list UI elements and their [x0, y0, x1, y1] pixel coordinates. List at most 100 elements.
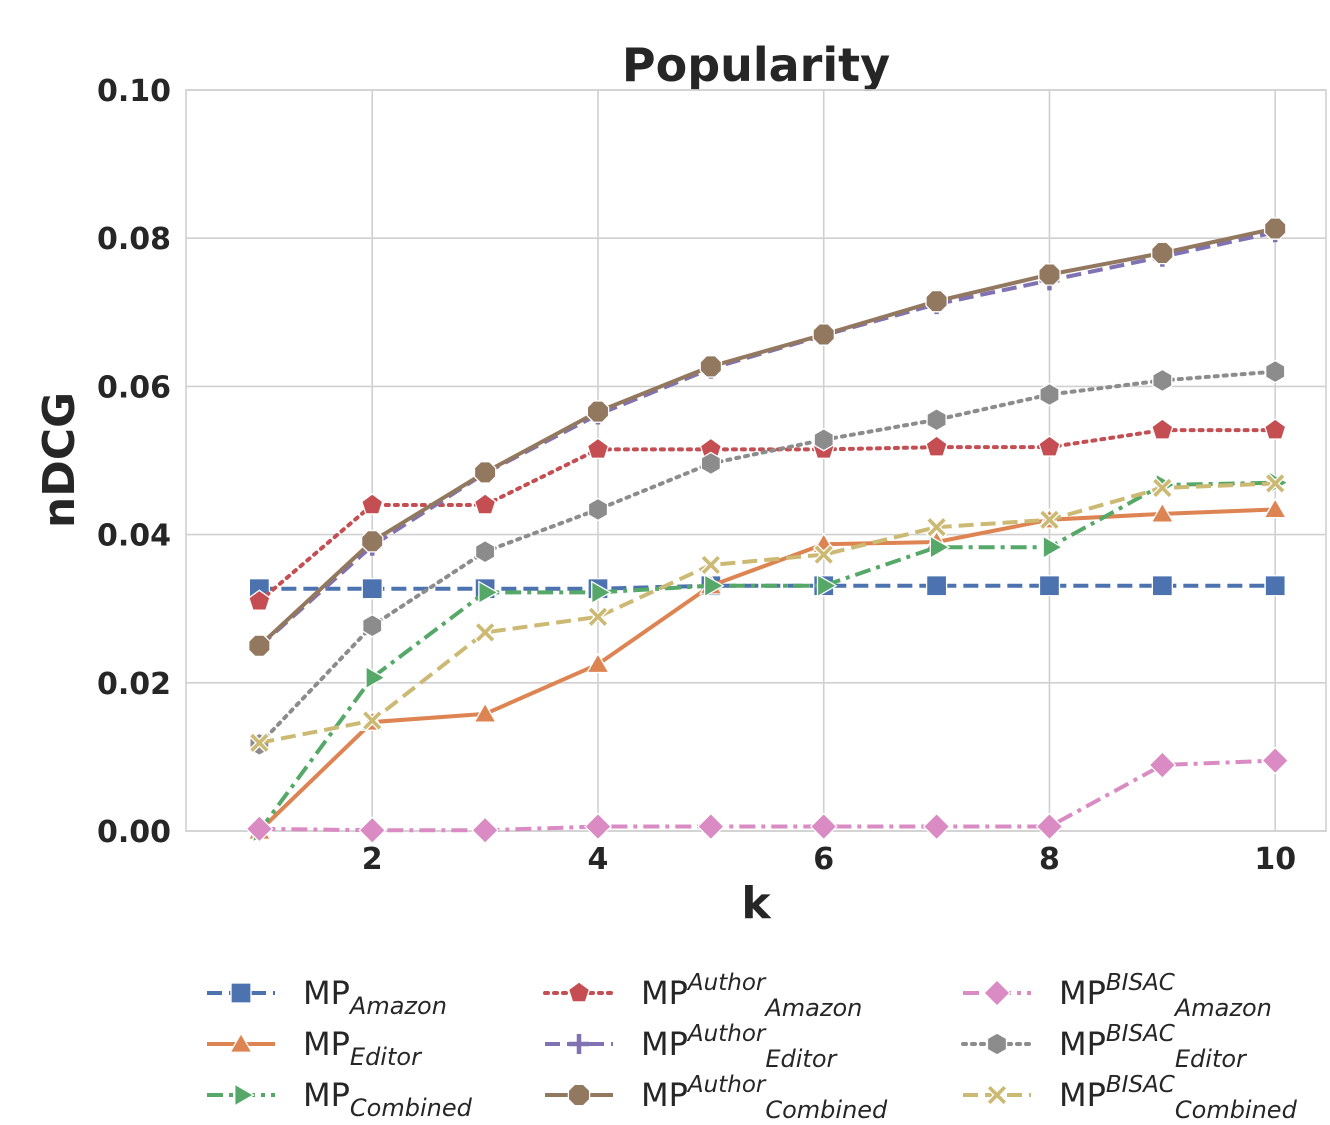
data-point [586, 652, 610, 674]
series-line [257, 428, 1278, 604]
series-layer [245, 217, 1290, 845]
series-line [257, 480, 1276, 833]
data-point [474, 539, 496, 564]
data-point [1265, 359, 1286, 384]
data-point [584, 812, 612, 841]
data-point [812, 543, 835, 566]
legend-marker [230, 982, 252, 1004]
data-point [248, 589, 271, 611]
data-point [473, 493, 497, 515]
legend-item: MPBISACAmazon [963, 970, 1272, 1022]
data-point [925, 435, 948, 457]
data-point [1152, 368, 1173, 393]
y-axis-label: nDCG [34, 392, 85, 528]
data-point [925, 575, 948, 597]
legend-marker [234, 1083, 255, 1107]
data-point [1038, 435, 1061, 457]
series-line [259, 758, 1276, 833]
legend-label: MPAuthorCombined [641, 1072, 888, 1124]
data-point [1038, 575, 1061, 597]
data-point [360, 529, 384, 553]
grid [186, 89, 1326, 832]
data-point [1035, 812, 1064, 841]
data-point [361, 578, 383, 600]
y-tick-label: 0.00 [97, 815, 171, 850]
data-point [925, 289, 948, 313]
x-axis-label: k [741, 878, 772, 929]
data-point [925, 516, 948, 539]
x-tick-label: 2 [362, 842, 383, 877]
data-point [473, 702, 498, 723]
data-point [1150, 502, 1175, 523]
series-line [257, 369, 1278, 747]
data-point [922, 812, 951, 841]
y-tick-label: 0.08 [97, 222, 171, 257]
series-combined-author [248, 217, 1287, 658]
y-tick-label: 0.06 [97, 370, 171, 405]
data-point [1151, 477, 1174, 499]
data-point [809, 812, 838, 841]
data-point [587, 605, 609, 628]
data-point [362, 613, 383, 638]
legend-marker [983, 979, 1011, 1007]
data-point [365, 665, 387, 690]
legend-label: MPBISACEditor [1059, 1021, 1248, 1073]
legend-item: MPBISACEditor [961, 1021, 1248, 1073]
legend-marker [567, 981, 591, 1003]
series-combined-bisac [248, 472, 1287, 754]
data-point [478, 580, 499, 605]
legend-marker [569, 1034, 589, 1054]
legend-marker [229, 1032, 253, 1053]
data-point [473, 461, 497, 484]
data-point [1263, 497, 1288, 519]
data-point [471, 816, 500, 845]
data-point [813, 427, 834, 452]
x-tick-label: 4 [588, 842, 609, 877]
legend-label: MPEditor [303, 1025, 423, 1071]
data-point [816, 573, 838, 598]
data-point [1261, 746, 1290, 775]
data-point [1042, 535, 1064, 560]
data-point [696, 812, 725, 841]
x-tick-label: 8 [1039, 842, 1060, 877]
legend-label: MPAuthorAmazon [641, 970, 862, 1022]
data-point [1039, 382, 1060, 407]
data-point [1151, 418, 1174, 440]
series-line [258, 481, 1276, 745]
data-point [1151, 241, 1174, 265]
data-point [926, 407, 947, 432]
legend-item: MPBISACCombined [963, 1072, 1298, 1124]
data-point [812, 323, 835, 346]
data-point [587, 497, 609, 522]
series-amazon-bisac [245, 746, 1290, 845]
data-point [361, 493, 384, 515]
series-line [257, 507, 1276, 833]
data-point [1264, 472, 1287, 495]
y-tick-labels: 0.00 0.02 0.04 0.06 0.08 0.10 [97, 74, 171, 850]
legend-label: MPBISACAmazon [1059, 970, 1272, 1022]
legend: MPAmazon MPEditor MPCombined MPAuthorAmazon… [207, 970, 1298, 1124]
data-point [1148, 751, 1177, 779]
data-point [586, 437, 610, 459]
data-point [361, 709, 384, 732]
legend-label: MPBISACCombined [1059, 1072, 1298, 1124]
data-point [1264, 575, 1286, 597]
series-editor-bisac [249, 359, 1286, 757]
data-point [699, 554, 722, 576]
legend-item: MPEditor [207, 1025, 423, 1071]
legend-item: MPCombined [207, 1076, 473, 1122]
data-point [929, 535, 951, 560]
data-point [1038, 263, 1061, 286]
data-point [1263, 418, 1287, 440]
series-editor [247, 497, 1288, 840]
chart-title: Popularity [622, 38, 890, 92]
legend-label: MPCombined [303, 1076, 473, 1122]
legend-item: MPAuthorAmazon [543, 970, 862, 1022]
data-point [699, 355, 723, 378]
data-point [248, 731, 271, 754]
series-combined [252, 470, 1290, 843]
legend-marker [567, 1083, 591, 1107]
y-tick-label: 0.02 [97, 667, 171, 702]
data-point [703, 573, 725, 598]
